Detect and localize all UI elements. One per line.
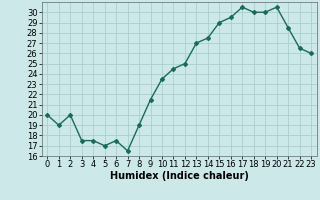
X-axis label: Humidex (Indice chaleur): Humidex (Indice chaleur) xyxy=(110,171,249,181)
